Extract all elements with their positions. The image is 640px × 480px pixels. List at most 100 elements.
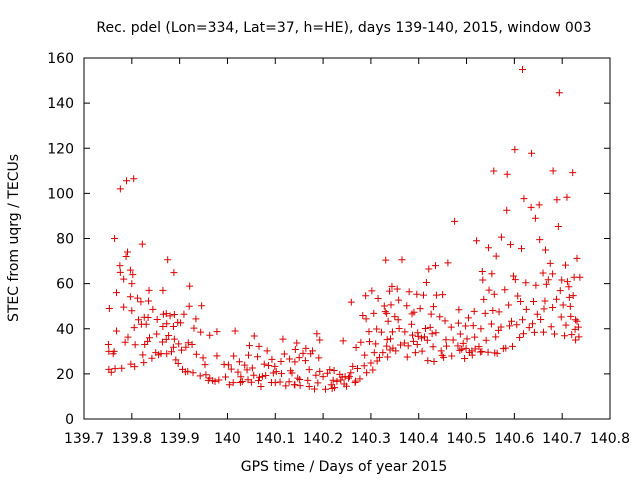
data-point xyxy=(347,369,355,377)
data-point xyxy=(315,354,323,362)
y-tick-label: 100 xyxy=(47,186,74,202)
data-point xyxy=(436,313,444,321)
data-point xyxy=(314,379,322,387)
data-point xyxy=(313,330,321,338)
data-point xyxy=(169,322,177,330)
data-point xyxy=(277,370,285,378)
data-point xyxy=(263,347,271,355)
data-point xyxy=(291,381,299,389)
data-point xyxy=(362,315,370,323)
data-point xyxy=(464,314,472,322)
data-point xyxy=(562,261,570,269)
data-point xyxy=(345,373,353,381)
data-point xyxy=(418,334,426,342)
data-point xyxy=(139,351,147,359)
data-point xyxy=(361,351,369,359)
data-point xyxy=(222,373,230,381)
data-point xyxy=(175,340,183,348)
data-point xyxy=(456,330,464,338)
data-point xyxy=(262,371,270,379)
data-point xyxy=(248,364,256,372)
data-point xyxy=(164,256,172,264)
data-point xyxy=(126,266,134,274)
data-point xyxy=(330,366,338,374)
data-point xyxy=(199,354,207,362)
data-point xyxy=(349,362,357,370)
data-point xyxy=(352,377,360,385)
data-point xyxy=(529,320,537,328)
data-point xyxy=(130,175,138,183)
data-point xyxy=(505,301,513,309)
data-point xyxy=(471,345,479,353)
y-tick-label: 160 xyxy=(47,51,74,67)
data-point xyxy=(507,241,515,249)
data-point xyxy=(531,214,539,222)
data-point xyxy=(422,278,430,286)
y-tick-label: 140 xyxy=(47,96,74,112)
data-point xyxy=(184,339,192,347)
data-point xyxy=(145,297,153,305)
data-point xyxy=(163,320,171,328)
data-point xyxy=(478,267,486,275)
data-point xyxy=(368,287,376,295)
data-point xyxy=(479,276,487,284)
data-point xyxy=(277,357,285,365)
data-point xyxy=(370,349,378,357)
data-point xyxy=(190,324,198,332)
data-point xyxy=(501,286,509,294)
data-point xyxy=(354,364,362,372)
data-point xyxy=(563,278,571,286)
data-point xyxy=(398,256,406,264)
data-point xyxy=(254,353,262,361)
data-point xyxy=(280,350,288,358)
data-point xyxy=(316,367,324,375)
data-point xyxy=(575,333,583,341)
data-point xyxy=(572,336,580,344)
data-point xyxy=(502,344,510,352)
data-point xyxy=(230,352,238,360)
data-point xyxy=(556,287,564,295)
data-point xyxy=(413,290,421,298)
data-point xyxy=(444,259,452,267)
data-point xyxy=(437,347,445,355)
data-point xyxy=(463,335,471,343)
data-point xyxy=(111,365,119,373)
data-point xyxy=(541,246,549,254)
data-point xyxy=(484,348,492,356)
data-point xyxy=(391,313,399,321)
data-point xyxy=(392,347,400,355)
data-point xyxy=(455,306,463,314)
data-point xyxy=(234,368,242,376)
data-point xyxy=(387,301,395,309)
data-point xyxy=(540,328,548,336)
data-point xyxy=(231,327,239,335)
data-point xyxy=(186,282,194,290)
data-point xyxy=(305,366,313,374)
data-point xyxy=(238,378,246,386)
data-point xyxy=(198,302,206,310)
data-point xyxy=(116,185,124,193)
data-point xyxy=(569,169,577,177)
data-point xyxy=(493,349,501,357)
data-point xyxy=(413,341,421,349)
data-point xyxy=(257,383,265,391)
data-point xyxy=(386,287,394,295)
data-point xyxy=(373,325,381,333)
data-point xyxy=(372,340,380,348)
data-point xyxy=(189,369,197,377)
data-point xyxy=(362,292,370,300)
data-point xyxy=(202,371,210,379)
data-point xyxy=(393,285,401,293)
data-point xyxy=(420,333,428,341)
data-point xyxy=(107,368,115,376)
data-point xyxy=(141,341,149,349)
data-point xyxy=(408,320,416,328)
data-point xyxy=(260,360,268,368)
data-point xyxy=(528,149,536,157)
data-point xyxy=(123,177,131,185)
data-point xyxy=(379,349,387,357)
data-point xyxy=(224,361,232,369)
data-point xyxy=(166,312,174,320)
data-point xyxy=(124,248,132,256)
data-point xyxy=(470,307,478,315)
